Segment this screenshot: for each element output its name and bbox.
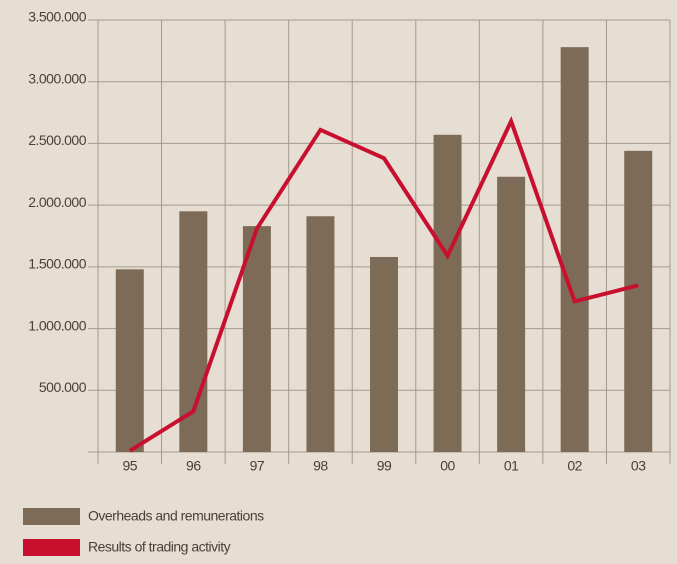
x-tick-label: 01 <box>504 458 519 474</box>
line <box>128 115 639 453</box>
x-tick-label: 97 <box>250 458 265 474</box>
y-tick-label: 500.000 <box>39 379 87 395</box>
y-tick-label: 3.500.000 <box>28 9 86 25</box>
bar <box>115 269 144 452</box>
x-tick-label: 02 <box>567 458 582 474</box>
legend-swatch <box>23 539 80 556</box>
y-tick-label: 1.000.000 <box>28 317 86 333</box>
x-tick-label: 00 <box>440 458 455 474</box>
bar <box>242 226 271 452</box>
y-tick-label: 1.500.000 <box>28 256 86 272</box>
bar <box>370 256 398 452</box>
bar <box>433 134 462 452</box>
y-tick-label: 2.000.000 <box>28 194 86 210</box>
legend-label: Overheads and remunerations <box>88 508 264 524</box>
bar <box>560 47 589 452</box>
y-tick-label: 3.000.000 <box>28 70 86 86</box>
legend-label: Results of trading activity <box>88 539 231 555</box>
bar <box>497 176 526 453</box>
x-tick-label: 96 <box>186 458 201 474</box>
legend-swatch <box>23 508 80 525</box>
x-tick-label: 98 <box>313 458 328 474</box>
y-tick-label: 2.500.000 <box>28 132 86 148</box>
x-tick-label: 99 <box>377 458 392 474</box>
bar <box>624 150 653 452</box>
x-tick-label: 95 <box>122 458 137 474</box>
x-tick-label: 03 <box>631 458 646 474</box>
bar <box>306 216 335 452</box>
